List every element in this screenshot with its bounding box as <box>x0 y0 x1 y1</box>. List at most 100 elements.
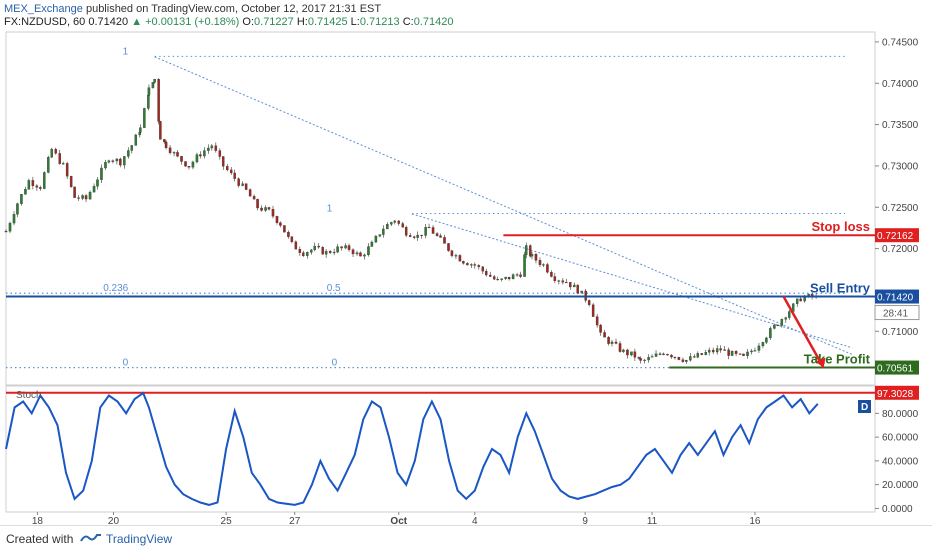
open-value: 0.71227 <box>254 16 294 28</box>
price-tick-label: 0.74500 <box>882 37 919 48</box>
candle-body <box>134 134 138 146</box>
candle-body <box>31 180 35 186</box>
candle-body <box>799 298 802 302</box>
high-label: H: <box>296 16 308 28</box>
candle-body <box>715 348 719 353</box>
candle-body <box>153 79 156 83</box>
candle-body <box>199 154 202 157</box>
candle-body <box>184 161 187 167</box>
candle-body <box>84 195 88 200</box>
candle-body <box>393 220 397 223</box>
candle-body <box>73 186 76 198</box>
trend-line <box>154 56 853 355</box>
candle-body <box>139 127 142 133</box>
candle-body <box>488 274 492 277</box>
candle-body <box>221 156 225 167</box>
candle-body <box>500 278 503 280</box>
candle-body <box>693 356 696 358</box>
candle-body <box>408 235 412 237</box>
candle-body <box>439 235 442 238</box>
price-chart[interactable]: 0.74500 0.74000 0.73500 0.73000 0.72500 0.720… <box>0 28 932 525</box>
candle-body <box>237 178 240 186</box>
candle-body <box>650 356 654 358</box>
fib-level-label: 0 <box>332 358 338 369</box>
candle-body <box>147 95 150 109</box>
candle-body <box>496 279 499 281</box>
candle-body <box>587 300 591 305</box>
candle-body <box>317 245 320 248</box>
level-price-tag-label: 0.71420 <box>877 293 914 304</box>
level-label: Sell Entry <box>810 281 871 296</box>
candle-body <box>599 324 602 333</box>
candle-body <box>473 264 477 266</box>
candle-body <box>96 179 99 187</box>
fib-level-label: 0.5 <box>327 283 341 294</box>
candle-body <box>104 162 107 169</box>
projection-arrow-line <box>782 295 825 369</box>
time-tick-label: 16 <box>749 516 761 525</box>
candle-body <box>159 121 162 140</box>
candle-body <box>151 82 155 88</box>
level-label: Take Profit <box>804 352 871 367</box>
stoch-tick-label: 20.0000 <box>882 480 919 491</box>
candle-body <box>290 236 294 242</box>
candle-body <box>658 353 662 355</box>
author-name[interactable]: MEX_Exchange <box>4 3 83 15</box>
candle-body <box>130 145 134 151</box>
candle-body <box>401 223 405 228</box>
candle-body <box>271 209 275 217</box>
candle-body <box>630 351 633 356</box>
candle-body <box>553 276 557 281</box>
price-tick-label: 0.74000 <box>882 79 919 90</box>
candle-body <box>24 189 27 195</box>
candle-body <box>746 351 749 356</box>
candle-body <box>191 161 195 168</box>
candle-body <box>435 233 439 236</box>
candle-body <box>279 222 282 226</box>
candle-body <box>127 150 130 157</box>
candle-body <box>662 353 665 355</box>
candle-body <box>730 351 734 356</box>
candle-body <box>172 152 176 154</box>
candle-body <box>283 225 286 233</box>
tradingview-logo-icon[interactable] <box>80 532 102 544</box>
candle-body <box>20 194 23 204</box>
candle-body <box>100 167 103 180</box>
close-value: 0.71420 <box>413 16 454 28</box>
candle-body <box>530 254 534 257</box>
price-tick-label: 0.72500 <box>882 203 919 214</box>
candle-body <box>210 145 214 149</box>
candle-body <box>218 150 222 157</box>
candle-body <box>43 172 46 189</box>
candle-body <box>557 280 561 282</box>
candle-body <box>447 243 450 251</box>
candle-body <box>39 187 42 189</box>
tradingview-brand[interactable]: TradingView <box>106 532 173 546</box>
countdown-tag <box>874 305 920 321</box>
projection-arrow-head <box>815 357 826 368</box>
candle-body <box>386 224 389 230</box>
candle-body <box>147 87 151 96</box>
candle-body <box>773 324 776 329</box>
candle-body <box>226 166 229 171</box>
candle-body <box>397 220 401 224</box>
candle-body <box>77 197 80 199</box>
candle-body <box>685 359 688 362</box>
level-label: Stop loss <box>811 219 870 234</box>
price-tick-label: 0.73000 <box>882 161 919 172</box>
candle-body <box>81 195 84 199</box>
candle-body <box>711 349 715 353</box>
candle-body <box>347 245 351 250</box>
last-price: 0.71420 <box>88 16 129 28</box>
candle-body <box>65 163 69 177</box>
candle-body <box>576 284 579 294</box>
change-value: ▲ +0.00131 (+0.18%) <box>131 16 240 28</box>
candle-body <box>780 319 784 326</box>
footer: Created with TradingView <box>0 525 932 550</box>
candle-body <box>207 147 210 151</box>
stoch-line <box>5 391 819 506</box>
candle-body <box>481 266 485 272</box>
candle-body <box>248 189 252 197</box>
candle-body <box>302 252 305 256</box>
candle-body <box>689 356 692 361</box>
